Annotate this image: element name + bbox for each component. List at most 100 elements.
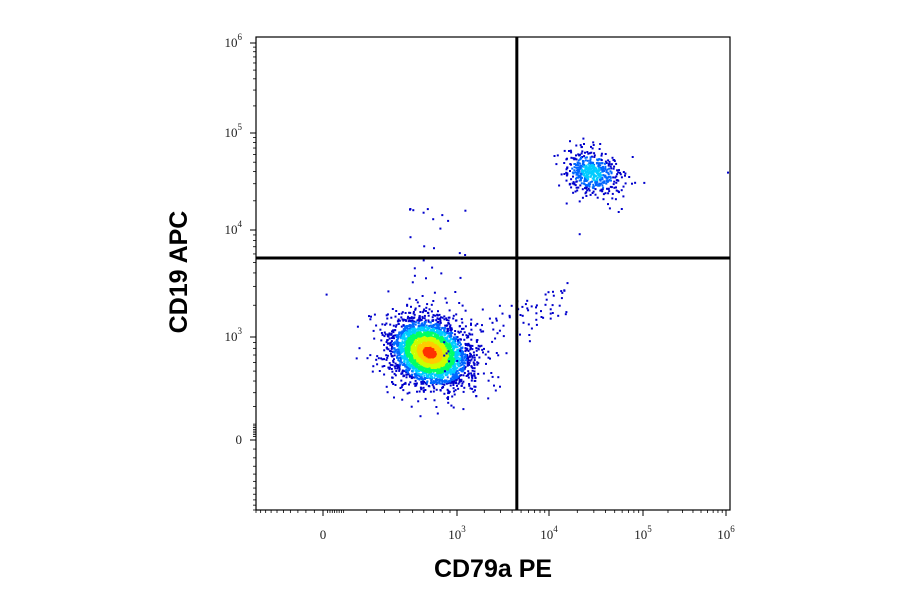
event-dot <box>420 319 423 322</box>
x-axis-ticks: 0 103 104 105 106 <box>320 510 735 542</box>
event-dot <box>469 348 472 351</box>
event-dot <box>397 357 400 360</box>
event-dot <box>396 339 399 342</box>
event-dot <box>424 382 427 385</box>
event-dot <box>583 143 585 145</box>
x-tick-label: 104 <box>540 524 558 542</box>
event-dot <box>453 354 456 356</box>
event-dot <box>413 267 416 270</box>
event-dot <box>383 343 385 346</box>
event-dot <box>436 327 439 330</box>
event-dot <box>417 400 420 403</box>
event-dot <box>419 311 422 313</box>
event-dot <box>439 382 442 385</box>
event-dot <box>398 364 401 367</box>
event-dot <box>376 355 379 358</box>
event-dot <box>401 383 404 386</box>
event-dot <box>467 359 470 362</box>
event-dot <box>439 319 442 322</box>
event-dot <box>592 178 595 181</box>
event-dot <box>490 372 493 374</box>
event-dot <box>418 377 420 380</box>
event-dot <box>421 295 424 297</box>
event-dot <box>592 144 595 146</box>
event-dot <box>381 333 384 336</box>
event-dot <box>588 170 591 173</box>
event-dot <box>459 330 462 333</box>
event-dot <box>464 254 467 256</box>
event-dot <box>408 367 411 370</box>
event-dot <box>552 290 554 293</box>
event-dot <box>446 373 449 376</box>
event-dot <box>440 341 443 344</box>
event-dot <box>462 327 465 330</box>
event-dot <box>461 321 464 324</box>
event-dot <box>396 342 399 345</box>
event-dot <box>463 367 466 370</box>
event-dot <box>460 352 463 355</box>
event-dot <box>422 378 425 381</box>
event-dot <box>389 344 392 347</box>
event-dot <box>470 374 473 377</box>
event-dot <box>435 319 438 322</box>
event-dot <box>489 357 491 360</box>
event-dot <box>396 352 399 355</box>
event-dot <box>405 345 408 348</box>
event-dot <box>553 155 556 157</box>
event-dot <box>476 339 479 341</box>
event-dot <box>579 174 582 177</box>
event-dot <box>459 374 462 377</box>
event-dot <box>417 322 420 325</box>
event-dot <box>453 380 456 382</box>
event-dot <box>437 318 440 321</box>
event-dot <box>578 233 581 236</box>
event-dot <box>587 187 590 190</box>
event-dot <box>468 361 471 364</box>
event-dot <box>435 323 438 326</box>
event-dot <box>431 332 434 335</box>
event-dot <box>570 156 573 159</box>
event-dot <box>584 167 587 170</box>
event-dot <box>416 344 419 347</box>
event-dot <box>466 362 469 365</box>
event-dot <box>470 328 473 331</box>
event-dot <box>418 365 421 368</box>
event-dot <box>436 378 439 381</box>
event-dot <box>444 341 447 344</box>
event-dot <box>446 330 449 332</box>
event-dot <box>427 314 430 317</box>
event-dot <box>393 365 396 368</box>
event-dot <box>418 337 421 340</box>
event-dot <box>435 374 438 377</box>
event-dot <box>427 385 430 387</box>
event-dot <box>587 182 590 185</box>
event-dot <box>447 335 450 338</box>
event-dot <box>571 167 574 170</box>
event-dot <box>572 181 575 184</box>
event-dot <box>612 167 615 170</box>
event-dot <box>457 375 460 378</box>
event-dot <box>433 247 435 250</box>
event-dot <box>521 305 524 308</box>
event-dot <box>423 369 426 372</box>
event-dot <box>521 314 524 317</box>
event-dot <box>604 165 607 168</box>
event-dot <box>392 331 395 334</box>
event-dot <box>412 323 414 326</box>
event-dot <box>388 332 391 335</box>
event-dot <box>643 181 646 184</box>
event-dot <box>424 397 427 400</box>
event-dot <box>585 184 588 186</box>
event-dot <box>429 351 432 354</box>
event-dot <box>597 184 600 187</box>
event-dot <box>425 324 428 327</box>
event-dot <box>467 335 469 338</box>
event-dot <box>598 169 600 172</box>
event-dot <box>590 151 593 154</box>
event-dot <box>620 176 623 179</box>
event-dot <box>458 378 461 381</box>
event-dot <box>447 390 450 392</box>
event-dot <box>385 314 388 317</box>
event-dot <box>587 163 590 166</box>
event-dot <box>477 362 480 365</box>
